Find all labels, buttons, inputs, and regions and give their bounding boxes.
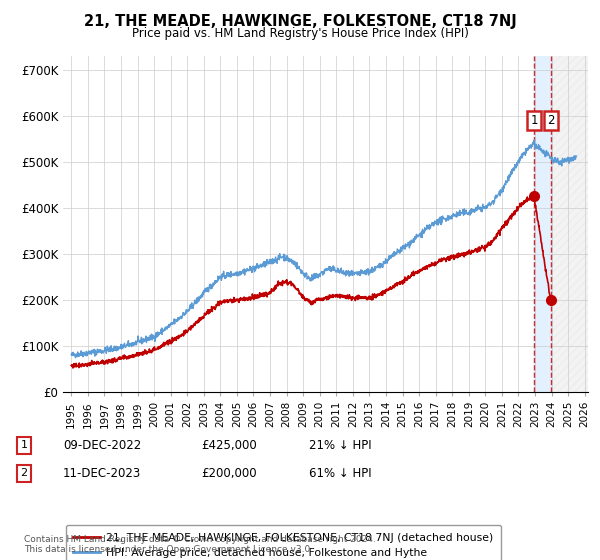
Text: 1: 1: [20, 440, 28, 450]
Text: 21, THE MEADE, HAWKINGE, FOLKESTONE, CT18 7NJ: 21, THE MEADE, HAWKINGE, FOLKESTONE, CT1…: [83, 14, 517, 29]
Text: 09-DEC-2022: 09-DEC-2022: [63, 438, 141, 452]
Text: 61% ↓ HPI: 61% ↓ HPI: [309, 466, 371, 480]
Bar: [534, 56, 551, 392]
Text: Contains HM Land Registry data © Crown copyright and database right 2024.
This d: Contains HM Land Registry data © Crown c…: [24, 535, 376, 554]
Text: 1: 1: [530, 114, 538, 127]
Text: 11-DEC-2023: 11-DEC-2023: [63, 466, 141, 480]
Text: £200,000: £200,000: [201, 466, 257, 480]
Text: 2: 2: [20, 468, 28, 478]
Legend: 21, THE MEADE, HAWKINGE, FOLKESTONE, CT18 7NJ (detached house), HPI: Average pri: 21, THE MEADE, HAWKINGE, FOLKESTONE, CT1…: [66, 525, 501, 560]
Bar: [551, 56, 588, 392]
Text: 2: 2: [547, 114, 554, 127]
Text: Price paid vs. HM Land Registry's House Price Index (HPI): Price paid vs. HM Land Registry's House …: [131, 27, 469, 40]
Text: 21% ↓ HPI: 21% ↓ HPI: [309, 438, 371, 452]
Text: £425,000: £425,000: [201, 438, 257, 452]
